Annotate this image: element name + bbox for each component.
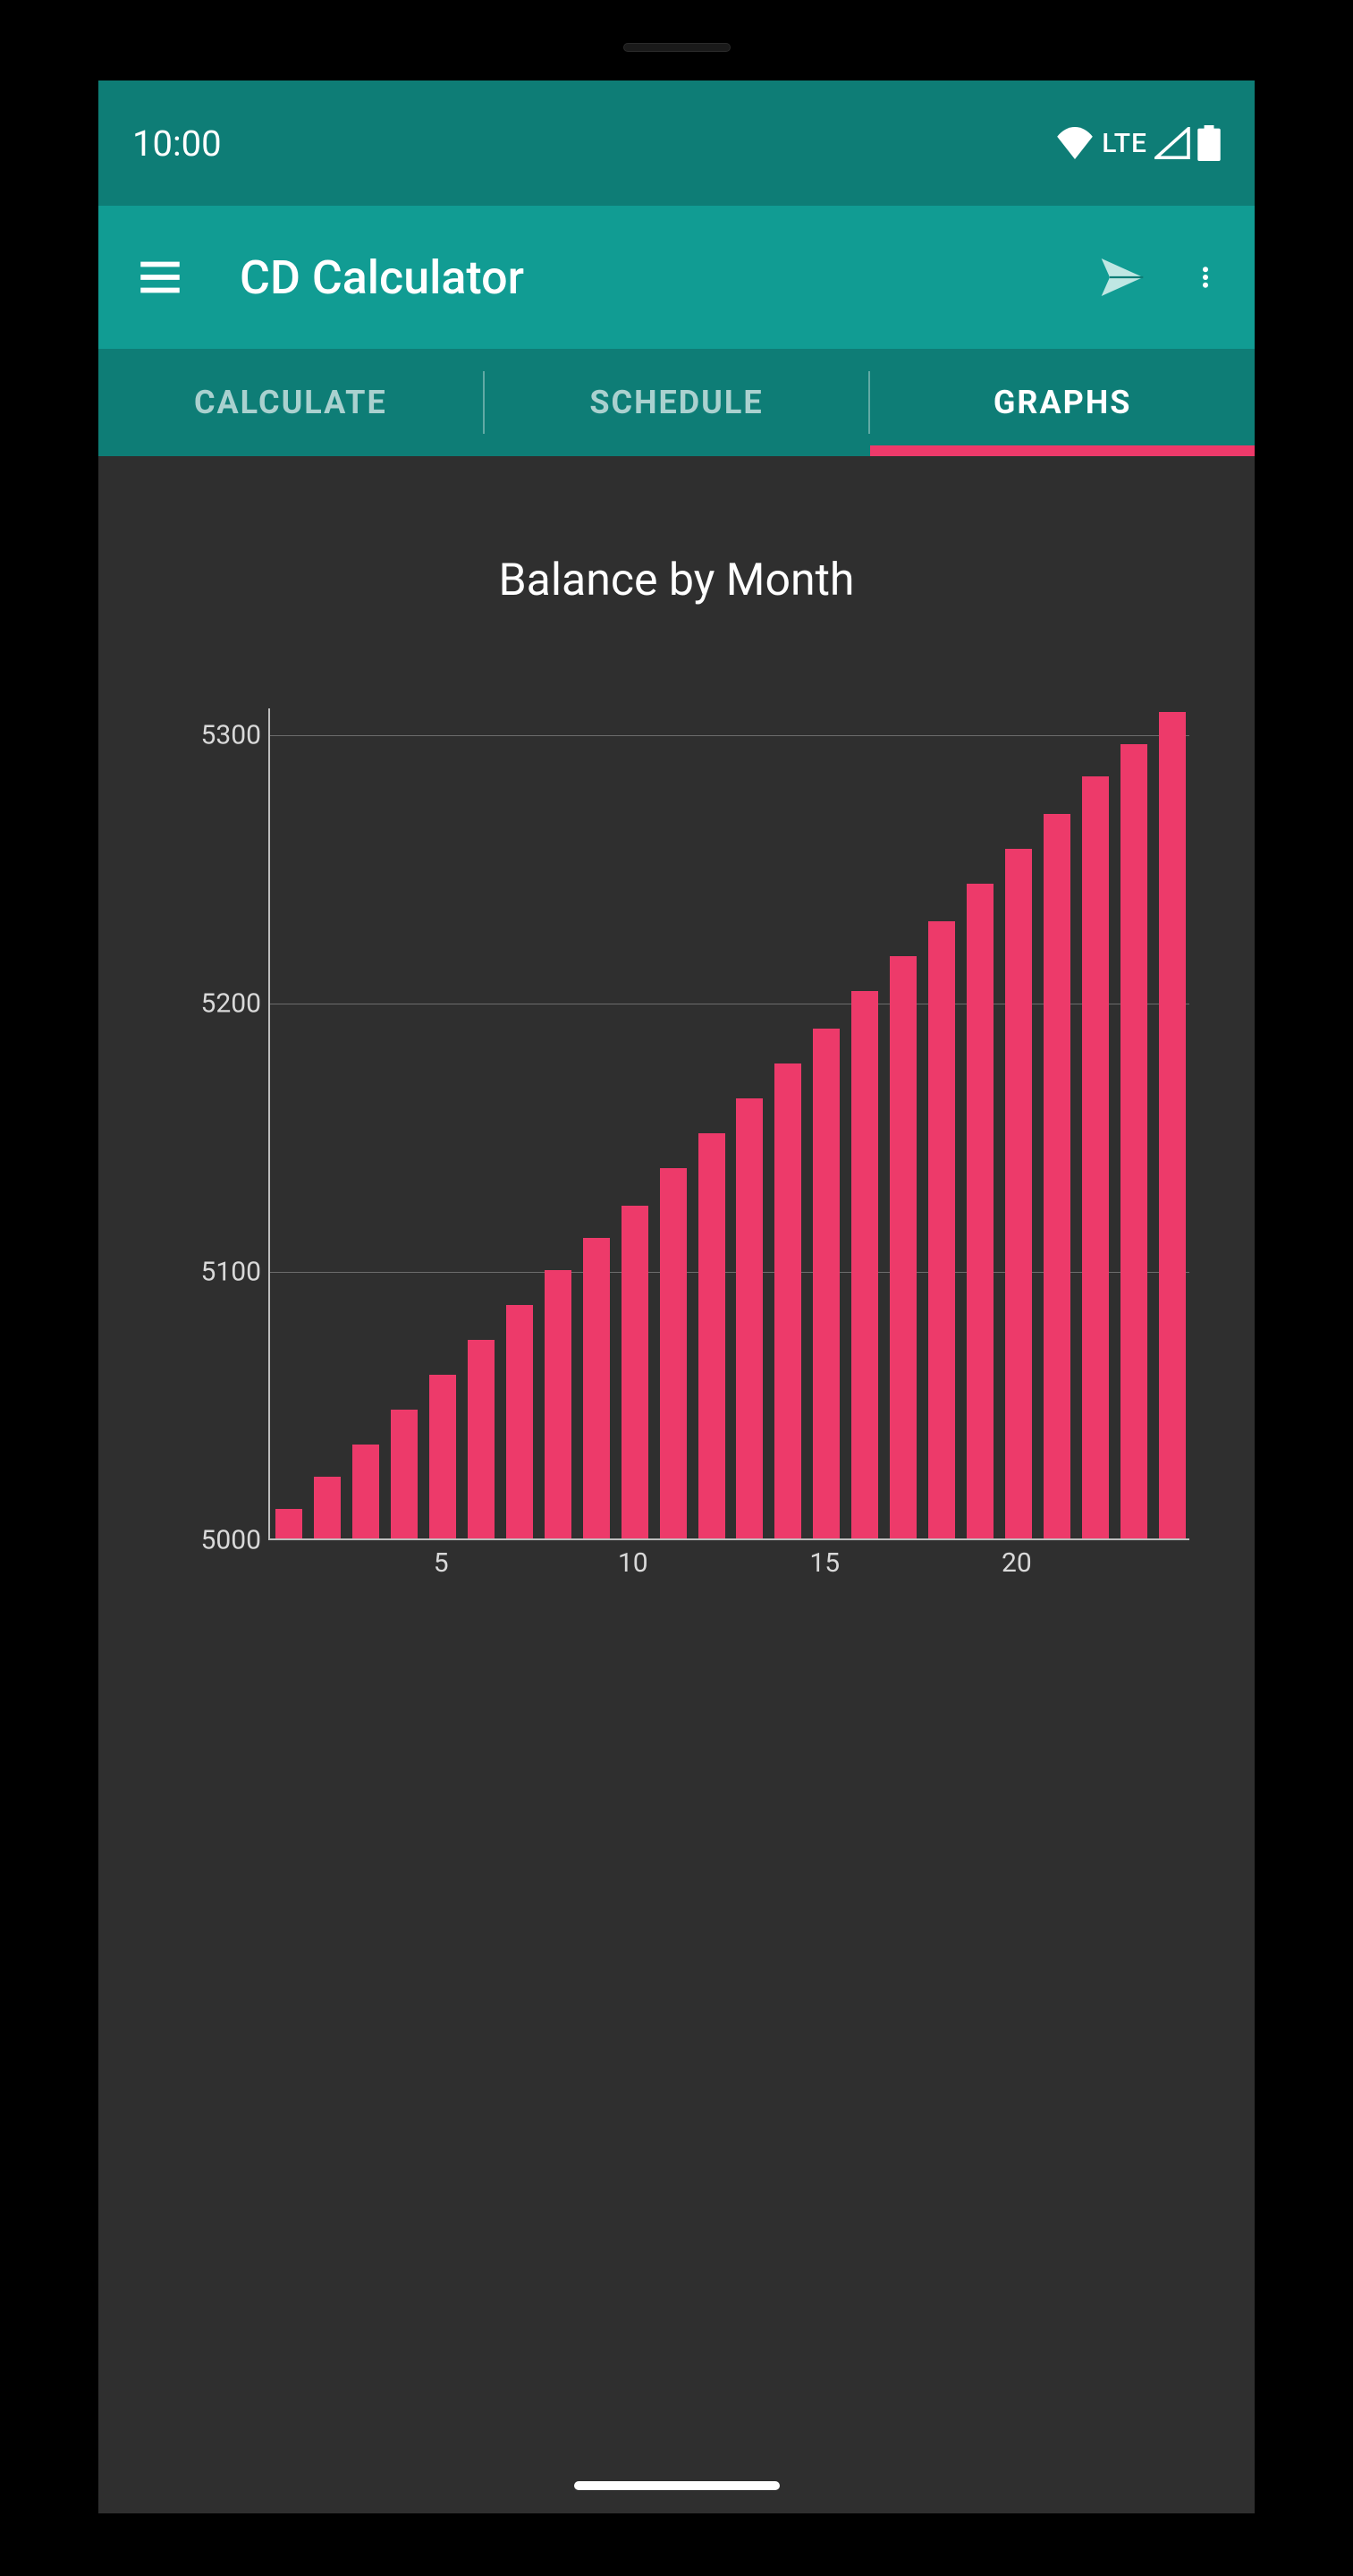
chart-y-tick-label: 5200 bbox=[163, 988, 261, 1020]
chart-bar[interactable] bbox=[1120, 744, 1147, 1538]
chart-bar[interactable] bbox=[736, 1098, 763, 1538]
chart-x-tick-label: 10 bbox=[618, 1547, 648, 1579]
overflow-menu-icon[interactable] bbox=[1192, 252, 1219, 302]
tab-schedule[interactable]: SCHEDULE bbox=[485, 349, 869, 456]
chart-bar[interactable] bbox=[813, 1029, 840, 1538]
menu-icon[interactable] bbox=[134, 251, 186, 303]
chart-bar[interactable] bbox=[468, 1340, 495, 1538]
chart-title: Balance by Month bbox=[98, 456, 1255, 606]
tab-label: CALCULATE bbox=[194, 384, 387, 421]
chart-bar[interactable] bbox=[1005, 849, 1032, 1538]
chart-y-tick-label: 5000 bbox=[163, 1525, 261, 1556]
content-area: Balance by Month 5000 5100 5200 5300 5 10 15 20 bbox=[98, 456, 1255, 2513]
tab-bar: CALCULATE SCHEDULE GRAPHS bbox=[98, 349, 1255, 456]
chart-bar[interactable] bbox=[1044, 814, 1070, 1538]
chart-bar[interactable] bbox=[774, 1063, 801, 1538]
chart-bar[interactable] bbox=[890, 956, 917, 1538]
chart-bar[interactable] bbox=[1159, 712, 1186, 1538]
chart-x-tick-label: 20 bbox=[1002, 1547, 1032, 1579]
battery-icon bbox=[1197, 125, 1221, 161]
status-time: 10:00 bbox=[132, 123, 222, 165]
chart-x-tick-label: 5 bbox=[434, 1547, 449, 1579]
signal-icon bbox=[1154, 127, 1190, 159]
chart-bar[interactable] bbox=[545, 1270, 571, 1538]
chart-plot-area[interactable] bbox=[268, 708, 1189, 1540]
balance-chart: 5000 5100 5200 5300 5 10 15 20 bbox=[152, 689, 1198, 1601]
device-frame: 10:00 LTE CD Calculator CALCULATE SCHEDU… bbox=[45, 18, 1308, 2558]
chart-bar[interactable] bbox=[275, 1509, 302, 1538]
device-speaker bbox=[623, 43, 731, 52]
chart-y-tick-label: 5100 bbox=[163, 1257, 261, 1288]
chart-bar[interactable] bbox=[967, 884, 994, 1538]
chart-bar[interactable] bbox=[928, 921, 955, 1538]
network-type-label: LTE bbox=[1102, 128, 1147, 159]
chart-bar[interactable] bbox=[1082, 776, 1109, 1538]
wifi-icon bbox=[1055, 127, 1095, 159]
send-icon[interactable] bbox=[1097, 252, 1147, 302]
appbar-actions bbox=[1097, 252, 1219, 302]
chart-x-tick-label: 15 bbox=[809, 1547, 840, 1579]
chart-gridline bbox=[270, 735, 1189, 736]
app-title: CD Calculator bbox=[240, 250, 1097, 305]
status-bar: 10:00 LTE bbox=[98, 80, 1255, 206]
chart-bar[interactable] bbox=[429, 1375, 456, 1538]
tab-graphs[interactable]: GRAPHS bbox=[870, 349, 1255, 456]
app-bar: CD Calculator bbox=[98, 206, 1255, 349]
chart-bar[interactable] bbox=[851, 991, 878, 1538]
chart-y-tick-label: 5300 bbox=[163, 720, 261, 751]
chart-bar[interactable] bbox=[660, 1168, 687, 1538]
chart-bar[interactable] bbox=[391, 1410, 418, 1538]
nav-handle[interactable] bbox=[574, 2481, 780, 2490]
tab-indicator bbox=[870, 445, 1255, 456]
tab-calculate[interactable]: CALCULATE bbox=[98, 349, 483, 456]
chart-bar[interactable] bbox=[698, 1133, 725, 1538]
chart-bar[interactable] bbox=[314, 1477, 341, 1538]
chart-bar[interactable] bbox=[622, 1206, 648, 1538]
chart-bar[interactable] bbox=[506, 1305, 533, 1538]
screen: 10:00 LTE CD Calculator CALCULATE SCHEDU… bbox=[98, 80, 1255, 2513]
tab-label: GRAPHS bbox=[994, 384, 1132, 421]
chart-bar[interactable] bbox=[583, 1238, 610, 1538]
tab-label: SCHEDULE bbox=[589, 384, 763, 421]
chart-bar[interactable] bbox=[352, 1445, 379, 1538]
status-icons: LTE bbox=[1055, 125, 1221, 161]
